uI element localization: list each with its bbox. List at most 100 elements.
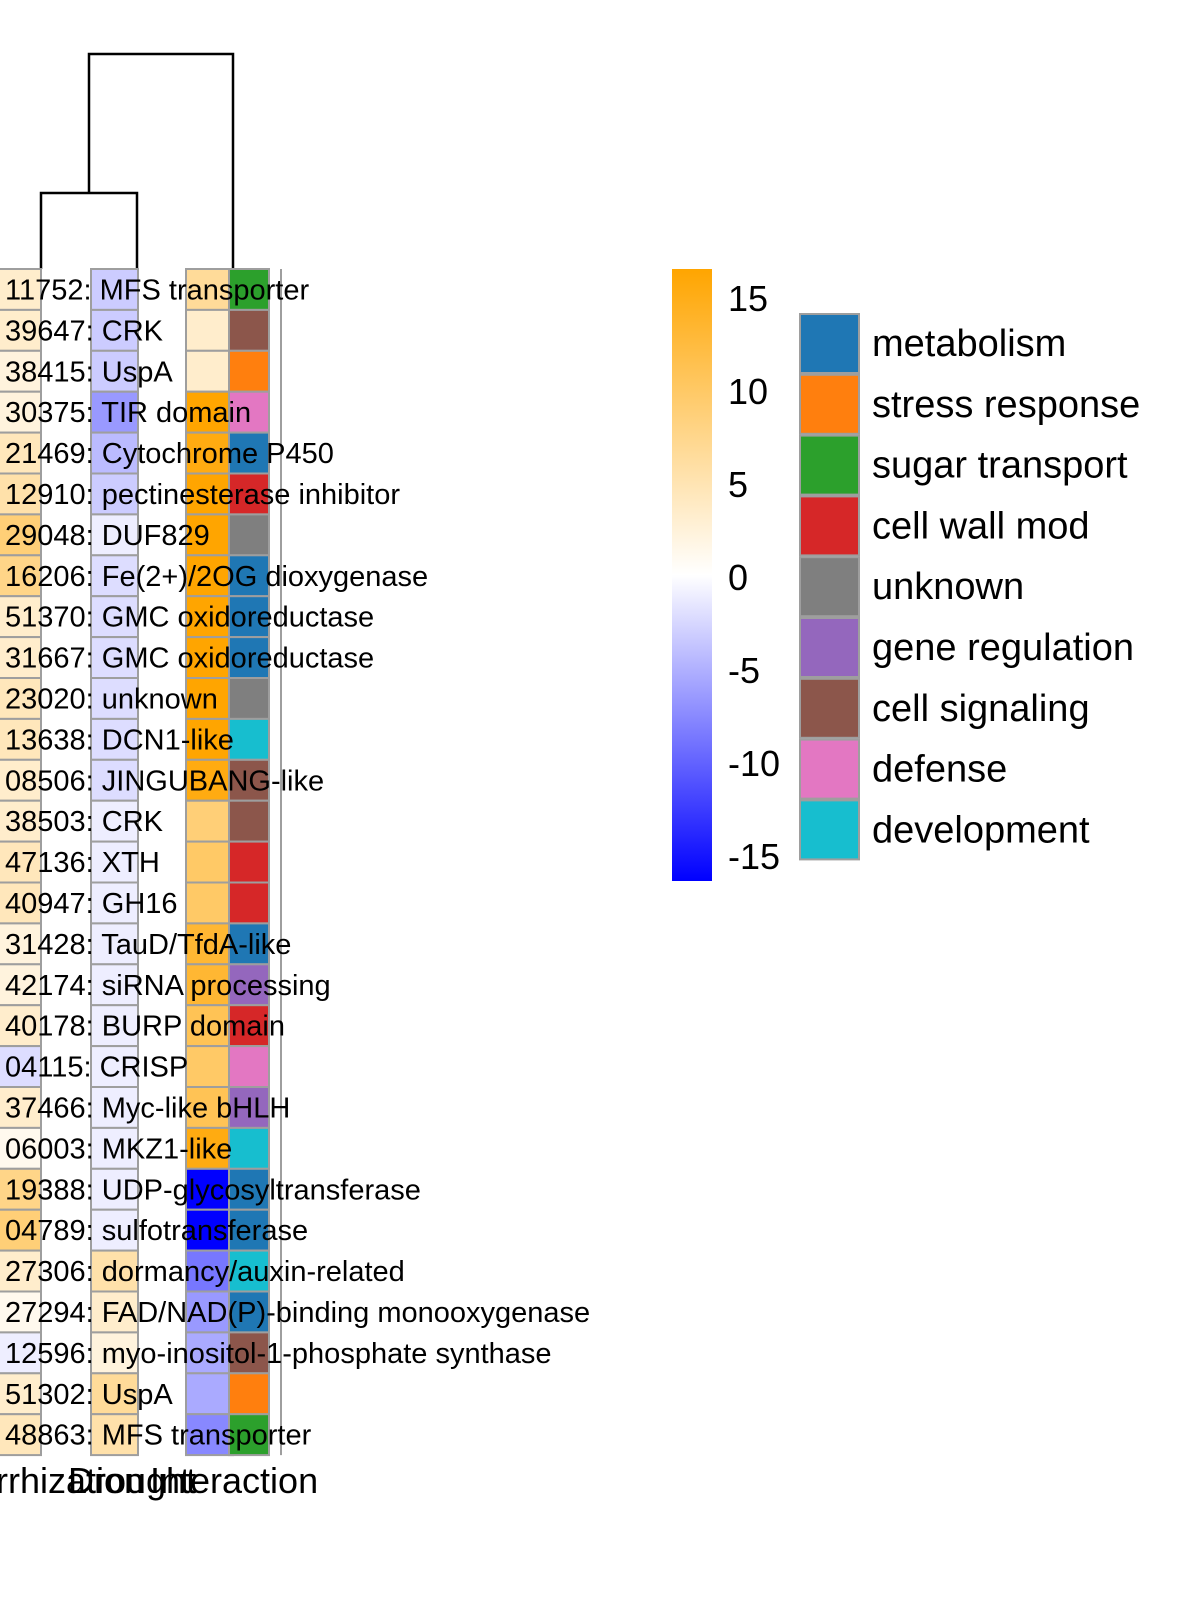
heat-cell <box>0 472 42 516</box>
row-label-desc: : myo-inositol-1-phosphate synthase <box>86 1338 552 1370</box>
heat-cell <box>90 472 139 516</box>
heatmap-cells <box>0 268 282 1457</box>
row-label-desc: : GH16 <box>86 888 178 920</box>
category-cell <box>228 1004 270 1048</box>
row-label: 23020: unknown <box>5 683 218 715</box>
row-label-desc: : unknown <box>86 683 218 715</box>
category-legend-swatch <box>799 738 860 800</box>
row-label-desc: : sulfotransferase <box>86 1215 308 1247</box>
heat-cell <box>90 1413 139 1457</box>
row-label-desc: : siRNA processing <box>86 970 331 1002</box>
row-label-id: 16206 <box>5 561 86 593</box>
row-label-id: 51302 <box>5 1379 86 1411</box>
category-cell <box>228 881 270 925</box>
heat-cell <box>90 1126 139 1170</box>
category-cell <box>228 1372 270 1416</box>
heat-cell <box>185 799 234 843</box>
heat-cell <box>185 1413 234 1457</box>
row-label-id: 40947 <box>5 888 86 920</box>
category-cell <box>228 1045 270 1088</box>
column-label: Drought <box>68 1460 196 1501</box>
row-label-desc: : JINGUBANG-like <box>86 765 324 797</box>
row-label: 21469: Cytochrome P450 <box>5 438 334 470</box>
row-label: 47136: XTH <box>5 847 160 879</box>
heat-cell <box>0 881 42 925</box>
category-cell <box>228 1167 270 1211</box>
row-label-desc: : MKZ1-like <box>86 1133 233 1165</box>
category-cell <box>228 717 270 761</box>
heat-cell <box>0 390 42 434</box>
category-cell <box>228 431 270 475</box>
row-label: 42174: siRNA processing <box>5 970 331 1002</box>
heat-cell <box>90 1004 139 1048</box>
category-annotation-cells <box>228 268 270 1457</box>
row-label-id: 11752 <box>5 274 84 306</box>
category-cell <box>228 349 270 393</box>
category-cell <box>228 758 270 802</box>
heat-cell <box>90 554 139 598</box>
row-label: 16206: Fe(2+)/2OG dioxygenase <box>5 561 428 593</box>
row-label: 38503: CRK <box>5 806 164 838</box>
color-scale-tick: 5 <box>728 464 748 505</box>
heat-cell <box>185 1126 234 1170</box>
color-scale-tick: 0 <box>728 557 748 598</box>
heat-cell <box>185 308 234 352</box>
category-legend-label: stress response <box>872 384 1140 426</box>
heat-cell <box>185 717 234 761</box>
color-scale-bar <box>672 269 712 881</box>
category-cell <box>228 390 270 434</box>
heat-cell <box>90 758 139 802</box>
row-label-desc: : pectinesterase inhibitor <box>86 479 401 511</box>
category-cell <box>228 677 270 720</box>
category-cell <box>228 963 270 1007</box>
row-label-id: 48863 <box>5 1420 86 1452</box>
row-label: 37466: Myc-like bHLH <box>5 1092 290 1124</box>
dendrogram-branch-outer <box>87 52 235 269</box>
row-label-id: 42174 <box>5 970 86 1002</box>
row-label-id: 04115 <box>5 1052 84 1084</box>
column-label: Interaction <box>150 1460 318 1501</box>
row-label-id: 31667 <box>5 643 86 675</box>
heat-cell <box>90 1372 139 1416</box>
row-label-id: 38503 <box>5 806 86 838</box>
row-label: 29048: DUF829 <box>5 520 210 552</box>
row-label-id: 31428 <box>5 929 86 961</box>
row-label: 30375: TIR domain <box>5 397 251 429</box>
heat-cell <box>0 1004 42 1048</box>
row-label-desc: : MFS transporter <box>86 1420 312 1452</box>
heat-cell <box>185 1372 234 1416</box>
row-label: 04115: CRISP <box>5 1052 188 1084</box>
row-label-desc: : dormancy/auxin-related <box>86 1256 405 1288</box>
row-label: 19388: UDP-glycosyltransferase <box>5 1174 421 1206</box>
row-label: 39647: CRK <box>5 315 164 347</box>
heat-cell <box>90 390 139 434</box>
category-cell <box>228 799 270 843</box>
row-label-id: 37466 <box>5 1092 86 1124</box>
row-label-desc: : UDP-glycosyltransferase <box>86 1174 421 1206</box>
category-legend-swatch <box>799 313 860 374</box>
row-label-id: 19388 <box>5 1174 86 1206</box>
row-label: 38415: UspA <box>5 356 173 388</box>
heat-cell <box>0 677 42 720</box>
row-label-desc: : Fe(2+)/2OG dioxygenase <box>86 561 429 593</box>
heat-cell <box>185 1045 234 1088</box>
row-label: 12596: myo-inositol-1-phosphate synthase <box>5 1338 552 1370</box>
row-label-desc: : DCN1-like <box>86 724 234 756</box>
heat-cell <box>0 349 42 393</box>
row-label-desc: : UspA <box>86 356 174 388</box>
row-label: 31428: TauD/TfdA-like <box>5 929 291 961</box>
category-legend-swatch <box>799 799 860 861</box>
row-label-desc: : GMC oxidoreductase <box>86 602 375 634</box>
category-legend-label: development <box>872 809 1090 851</box>
heat-cell <box>185 472 234 516</box>
heat-cell <box>185 840 234 884</box>
category-legend-swatch <box>799 556 860 618</box>
row-label-desc: : MFS transporter <box>84 274 310 306</box>
heat-cell <box>0 840 42 884</box>
row-label-id: 21469 <box>5 438 86 470</box>
row-label-id: 23020 <box>5 683 86 715</box>
row-label: 51370: GMC oxidoreductase <box>5 602 374 634</box>
heat-cell <box>185 349 234 393</box>
row-label-id: 12596 <box>5 1338 86 1370</box>
category-cell <box>228 1413 270 1457</box>
